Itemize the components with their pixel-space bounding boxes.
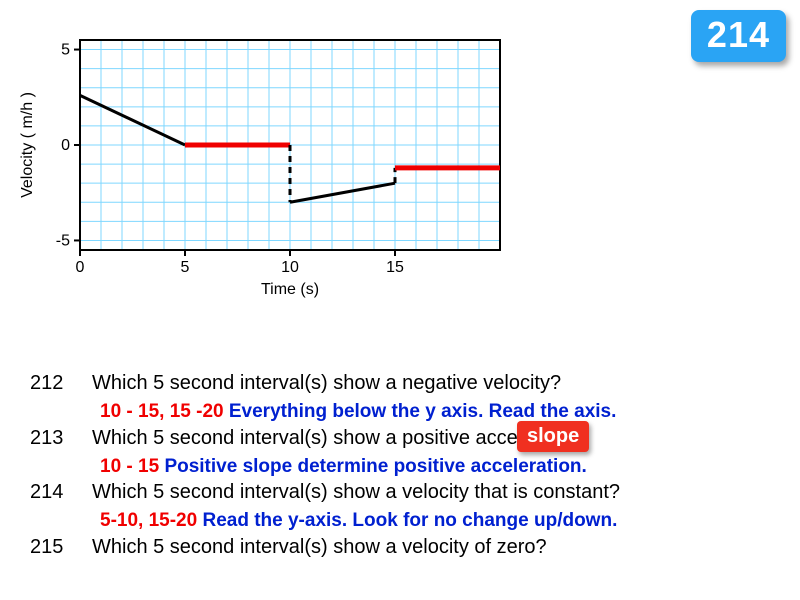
svg-text:0: 0: [61, 137, 70, 154]
question-text: Which 5 second interval(s) show a veloci…: [92, 534, 770, 561]
answer-text: 5-10, 15-20 Read the y-axis. Look for no…: [100, 508, 770, 534]
question-row: 212Which 5 second interval(s) show a neg…: [30, 370, 770, 397]
svg-text:Velocity ( m/h ): Velocity ( m/h ): [19, 92, 36, 198]
svg-text:0: 0: [76, 259, 85, 276]
question-text: Which 5 second interval(s) show a negati…: [92, 370, 770, 397]
slide-number-badge: 214: [691, 10, 786, 62]
svg-text:15: 15: [386, 259, 404, 276]
svg-text:5: 5: [61, 42, 70, 59]
question-row: 215Which 5 second interval(s) show a vel…: [30, 534, 770, 561]
question-row: 214Which 5 second interval(s) show a vel…: [30, 479, 770, 506]
velocity-chart: 0 5 10 15 -5 0 5 Time (s) Velocity ( m/h ): [10, 10, 510, 305]
question-text: Which 5 second interval(s) show a positi…: [92, 425, 770, 452]
slope-callout: slope: [517, 421, 589, 452]
svg-text:Time (s): Time (s): [261, 281, 319, 298]
question-list: 212Which 5 second interval(s) show a neg…: [30, 370, 770, 563]
question-row: 213Which 5 second interval(s) show a pos…: [30, 425, 770, 452]
svg-text:-5: -5: [56, 232, 70, 249]
answer-text: 10 - 15 Positive slope determine positiv…: [100, 454, 770, 480]
svg-text:10: 10: [281, 259, 299, 276]
question-number: 214: [30, 479, 92, 506]
question-number: 212: [30, 370, 92, 397]
question-text: Which 5 second interval(s) show a veloci…: [92, 479, 770, 506]
svg-text:5: 5: [181, 259, 190, 276]
question-number: 213: [30, 425, 92, 452]
answer-text: 10 - 15, 15 -20 Everything below the y a…: [100, 399, 770, 425]
question-number: 215: [30, 534, 92, 561]
